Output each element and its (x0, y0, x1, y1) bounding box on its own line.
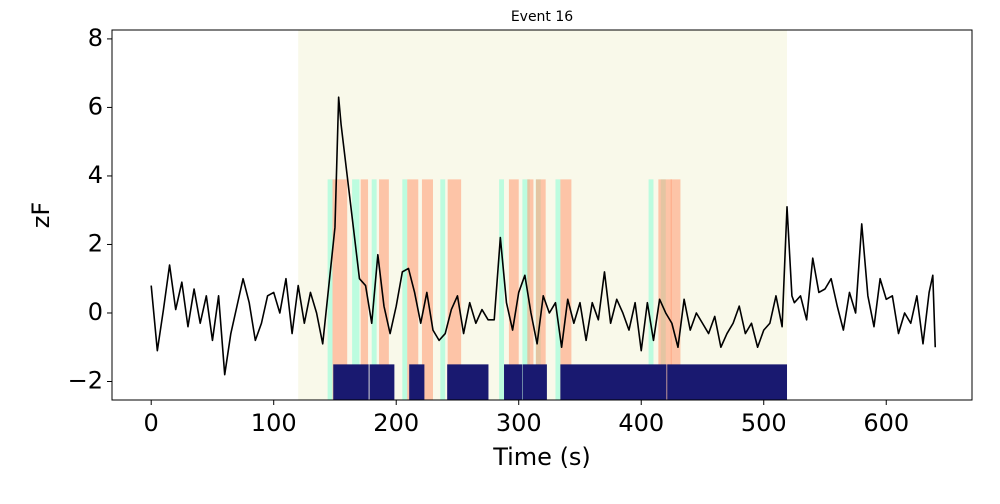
y-tick-label: 4 (88, 161, 103, 189)
span (535, 179, 546, 400)
span (522, 179, 530, 400)
span (658, 179, 672, 400)
x-tick-label: 500 (741, 409, 787, 437)
span (409, 364, 425, 400)
span (407, 179, 419, 400)
span (333, 364, 369, 400)
x-tick-label: 0 (144, 409, 159, 437)
y-axis-label: zF (27, 202, 55, 228)
span (648, 179, 654, 400)
y-tick-label: 2 (88, 229, 103, 257)
span (527, 179, 534, 400)
span (670, 179, 681, 400)
span (369, 364, 395, 400)
span (447, 364, 489, 400)
span (440, 179, 446, 400)
span (560, 364, 667, 400)
span (508, 179, 519, 400)
span (522, 364, 547, 400)
span (447, 179, 462, 400)
span (421, 179, 433, 400)
span (327, 179, 333, 400)
line (150, 96, 937, 376)
x-axis-label: Time (s) (492, 443, 591, 471)
span (360, 179, 369, 400)
y-tick-label: 0 (88, 298, 103, 326)
plot-area (150, 30, 937, 400)
span (504, 364, 523, 400)
y-tick-label: 8 (88, 24, 103, 52)
x-tick-label: 200 (373, 409, 419, 437)
x-tick-label: 600 (863, 409, 909, 437)
y-tick-label: 6 (88, 92, 103, 120)
x-tick-label: 400 (618, 409, 664, 437)
span (555, 179, 561, 400)
axes-frame (111, 29, 973, 401)
y-tick-label: −2 (68, 367, 103, 395)
chart-title: Event 16 (511, 9, 573, 25)
span (499, 179, 505, 400)
span (667, 364, 788, 400)
span (402, 179, 408, 400)
x-tick-label: 300 (496, 409, 542, 437)
span (560, 179, 572, 400)
span (352, 179, 360, 400)
span (332, 179, 348, 400)
x-tick-label: 100 (251, 409, 297, 437)
span (379, 179, 389, 400)
